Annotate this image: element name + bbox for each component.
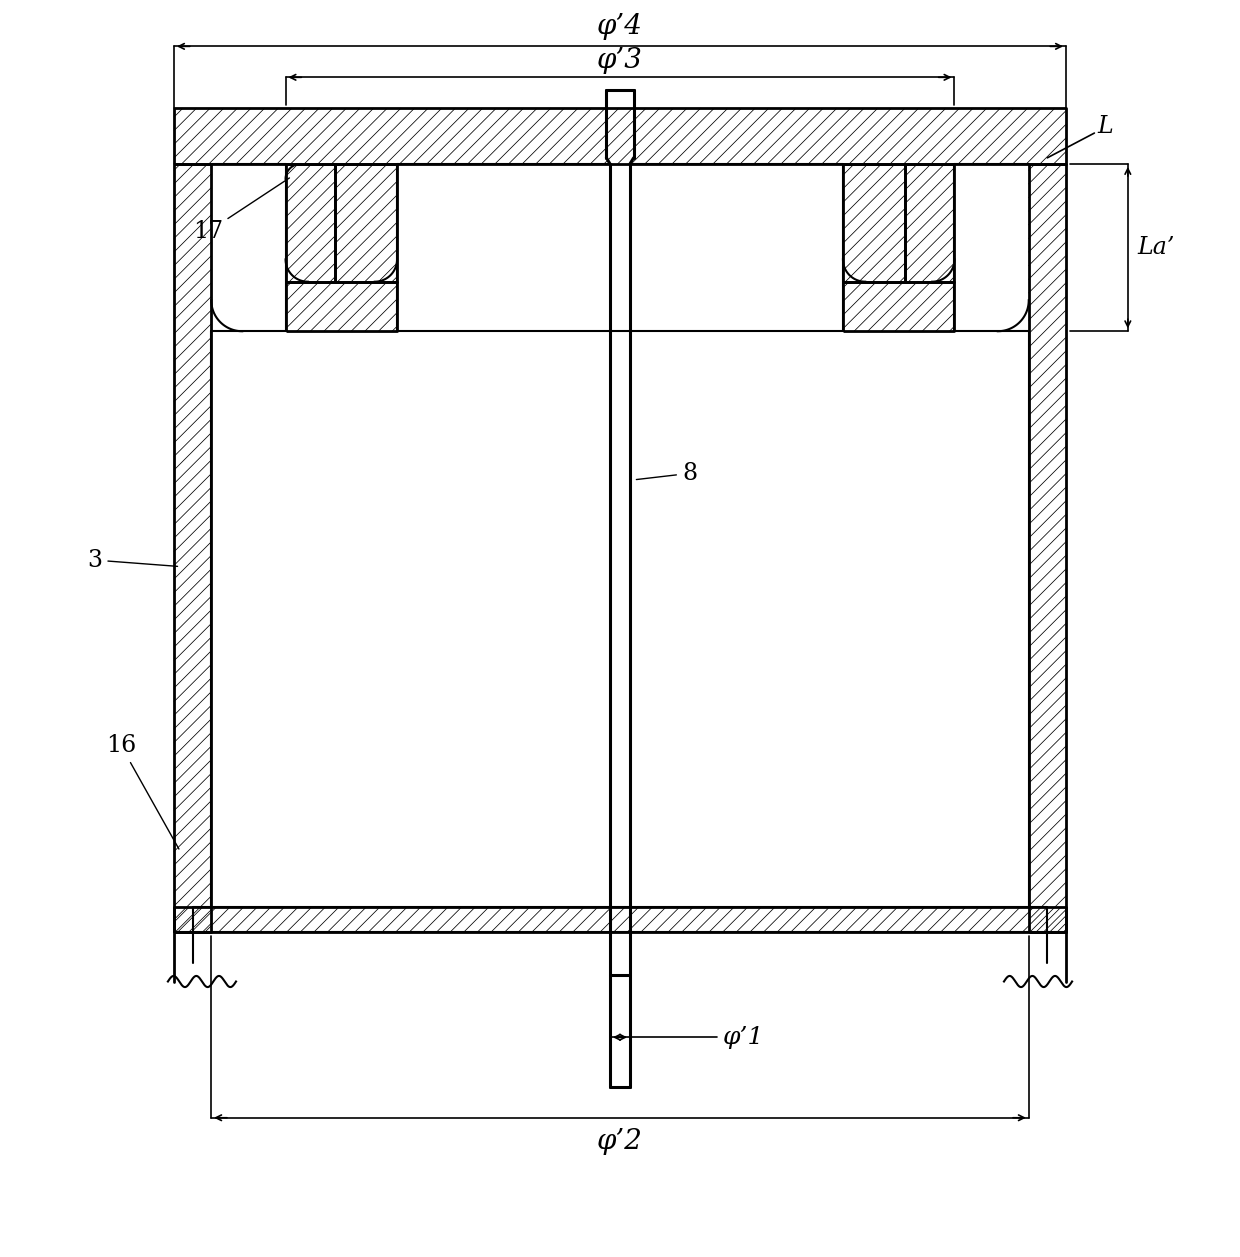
Text: φ’1: φ’1 (723, 1026, 764, 1048)
Text: 8: 8 (636, 461, 697, 485)
Text: 16: 16 (105, 734, 179, 848)
Text: 3: 3 (87, 548, 177, 572)
Text: φ’4: φ’4 (598, 13, 642, 40)
Text: φ’2: φ’2 (598, 1128, 642, 1155)
Text: L: L (1097, 116, 1112, 138)
Text: 17: 17 (192, 178, 289, 244)
Text: La’: La’ (1138, 236, 1176, 259)
Text: φ’3: φ’3 (598, 47, 642, 74)
